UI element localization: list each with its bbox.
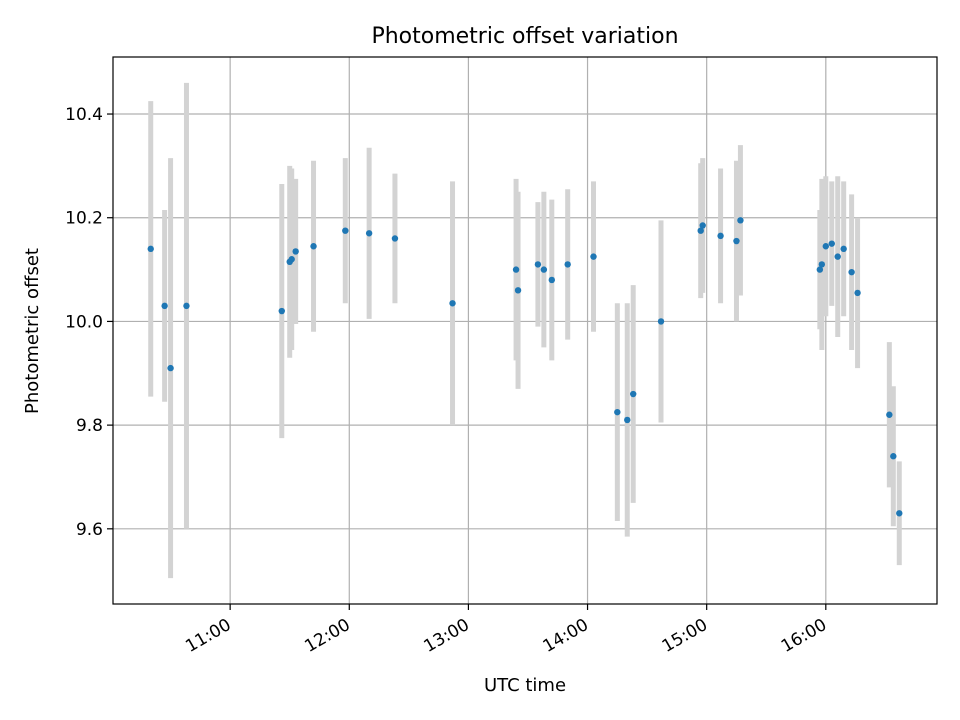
data-points — [147, 217, 903, 517]
data-point — [697, 227, 704, 234]
data-point — [657, 318, 665, 325]
data-point — [816, 266, 824, 273]
data-point — [717, 232, 724, 240]
data-point — [167, 364, 174, 372]
y-axis: 9.6 9.8 10.0 10.2 10.4 — [65, 105, 113, 540]
data-point — [614, 408, 621, 416]
data-point — [310, 243, 317, 250]
x-tick-label: 15:00 — [659, 615, 711, 657]
data-point — [890, 453, 897, 460]
chart-title: Photometric offset variation — [371, 24, 678, 49]
data-point — [624, 416, 631, 424]
data-point — [342, 227, 349, 234]
data-point — [161, 302, 168, 310]
x-axis: 11:00 12:00 13:00 14:00 15:00 16:00 — [182, 604, 830, 657]
data-point — [699, 222, 706, 229]
data-point — [733, 237, 740, 245]
data-point — [822, 243, 830, 250]
data-point — [292, 248, 299, 255]
x-axis-label: UTC time — [484, 675, 566, 696]
plot-area — [112, 56, 938, 605]
x-tick-label: 16:00 — [778, 615, 830, 657]
data-point — [590, 253, 597, 260]
data-point — [630, 390, 637, 398]
y-tick-label: 9.8 — [76, 416, 103, 436]
data-point — [840, 245, 847, 253]
data-point — [896, 510, 903, 517]
data-point — [540, 266, 548, 273]
data-point — [848, 268, 855, 276]
data-point — [548, 276, 556, 284]
x-tick-label: 11:00 — [182, 615, 234, 657]
y-tick-label: 10.4 — [65, 105, 103, 125]
data-point — [147, 245, 154, 253]
data-point — [278, 307, 285, 315]
y-tick-label: 10.0 — [65, 312, 103, 332]
data-point — [834, 253, 841, 260]
data-point — [818, 261, 826, 268]
data-point — [886, 411, 893, 418]
data-point — [449, 300, 456, 307]
data-point — [534, 261, 542, 268]
data-point — [288, 256, 295, 263]
y-tick-label: 10.2 — [65, 209, 103, 229]
x-tick-label: 14:00 — [540, 615, 592, 657]
y-tick-label: 9.6 — [76, 520, 103, 540]
data-point — [391, 235, 399, 242]
data-point — [514, 287, 522, 294]
data-point — [183, 302, 190, 310]
data-point — [564, 261, 571, 268]
data-point — [854, 289, 861, 297]
data-point — [828, 240, 835, 247]
y-axis-label: Photometric offset — [22, 248, 43, 414]
data-point — [512, 266, 520, 273]
data-point — [365, 230, 373, 237]
data-point — [737, 217, 744, 224]
error-bars — [148, 82, 902, 579]
grid — [113, 57, 937, 604]
x-tick-label: 13:00 — [420, 615, 472, 657]
x-tick-label: 12:00 — [301, 615, 353, 657]
